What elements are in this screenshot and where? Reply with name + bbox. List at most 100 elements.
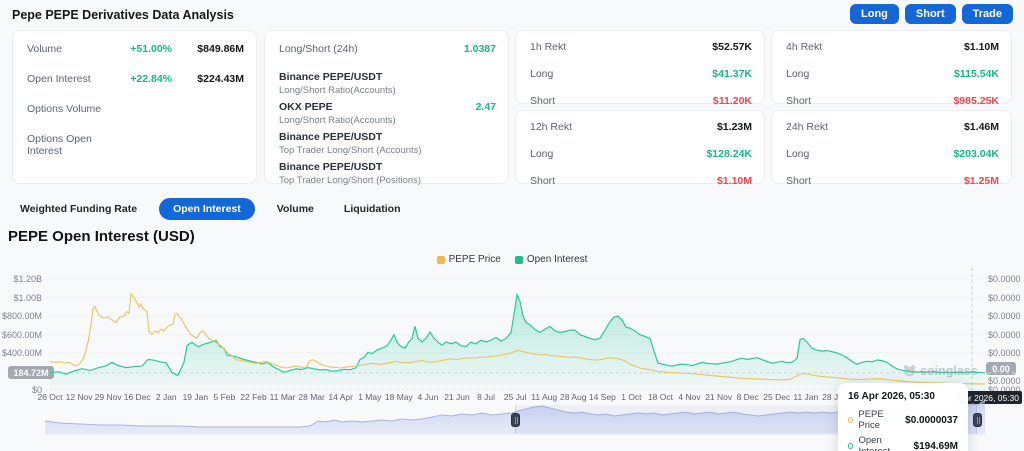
- x-axis-tick: 19 Jan: [182, 392, 209, 402]
- volume-stats-card: Volume +51.00% $849.86M Open Interest +22.84…: [12, 30, 257, 184]
- x-axis-tick: 18 Oct: [647, 392, 673, 402]
- ratio-labels: Binance PEPE/USDT Top Trader Long/Short (…: [279, 161, 421, 187]
- rekt-total-value: $1.23M: [716, 121, 752, 133]
- rekt-row: Long $41.37K: [530, 68, 752, 80]
- stat-value: $224.43M: [197, 73, 244, 85]
- ratio-labels: Long/Short (24h): [279, 43, 358, 55]
- rekt-total-value: $1.46M: [963, 121, 999, 133]
- legend-item-pepe-price[interactable]: PEPE Price: [436, 254, 501, 265]
- rekt-short-value: $1.10M: [716, 175, 752, 187]
- ratio-subtitle: Long/Short Ratio(Accounts): [279, 115, 396, 126]
- x-axis-tick: 1 Oct: [621, 392, 642, 402]
- x-axis-tick: 14 Sep: [588, 392, 616, 402]
- page-title: Pepe PEPE Derivatives Data Analysis: [12, 8, 234, 22]
- tooltip-series-value: $0.0000037: [905, 414, 958, 426]
- x-axis-tick: 4 Nov: [678, 392, 701, 402]
- tooltip-series-label: PEPE Price: [858, 409, 884, 431]
- stat-value: $849.86M: [197, 43, 244, 55]
- chart-tabs: Weighted Funding Rate Open Interest Volume…: [12, 198, 408, 220]
- tab-liquidation[interactable]: Liquidation: [343, 203, 401, 215]
- x-axis-tick: 1 May: [358, 392, 382, 402]
- long-button[interactable]: Long: [850, 4, 899, 24]
- right-axis-tick: $0.0000: [988, 274, 1021, 284]
- rekt-row: 1h Rekt $52.57K: [530, 41, 752, 53]
- ratio-title: Long/Short (24h): [279, 43, 358, 55]
- rekt-long-label: Long: [786, 68, 810, 80]
- x-axis-tick: 26 Oct: [37, 392, 63, 402]
- rekt-short-value: $11.20K: [712, 95, 752, 107]
- rekt-long-value: $41.37K: [712, 68, 752, 80]
- stat-change: +22.84%: [130, 73, 172, 85]
- left-axis-tick: $1.20B: [13, 274, 42, 284]
- tab-volume[interactable]: Volume: [276, 203, 314, 215]
- ratio-labels: Binance PEPE/USDT Top Trader Long/Short (…: [279, 131, 422, 157]
- x-axis-tick: 18 May: [384, 392, 413, 402]
- rekt-long-label: Long: [530, 148, 554, 160]
- rekt-card-4h: 4h Rekt $1.10M Long $115.54K Short $985.25K: [771, 30, 1012, 107]
- ratio-labels: OKX PEPE Long/Short Ratio(Accounts): [279, 101, 396, 127]
- stat-row: Volume +51.00% $849.86M: [27, 43, 244, 55]
- legend-item-open-interest[interactable]: Open Interest: [514, 254, 587, 265]
- right-axis-tick: $0.0000: [988, 292, 1021, 303]
- open-interest-line: [49, 292, 986, 377]
- long-short-ratio-card: Long/Short (24h) 1.0387 Binance PEPE/USDT L…: [264, 30, 509, 187]
- x-axis-tick: 12 Nov: [65, 392, 93, 402]
- ratio-labels: Binance PEPE/USDT Long/Short Ratio(Accoun…: [279, 71, 396, 97]
- stat-label: Options Volume: [27, 103, 102, 115]
- right-axis-tick: $0.0000: [988, 329, 1021, 340]
- ratio-title: Binance PEPE/USDT: [279, 161, 383, 173]
- x-axis-tick: 11 Aug: [531, 392, 558, 402]
- ratio-value: 1.0387: [463, 43, 496, 55]
- open-interest-area: [50, 294, 985, 390]
- rekt-short-label: Short: [786, 95, 812, 107]
- stat-row: Options Volume: [27, 103, 244, 115]
- trade-button[interactable]: Trade: [961, 4, 1013, 24]
- rekt-total-label: 12h Rekt: [530, 121, 573, 133]
- rekt-short-label: Short: [530, 95, 556, 107]
- x-axis-tick: 2 Jan: [155, 392, 177, 402]
- chart-tooltip: 16 Apr 2026, 05:30 PEPE Price $0.0000037 O…: [838, 383, 968, 451]
- short-button[interactable]: Short: [904, 4, 956, 24]
- ratio-row: Long/Short (24h) 1.0387: [279, 43, 496, 55]
- rekt-total-label: 4h Rekt: [786, 41, 823, 53]
- rekt-card-24h: 24h Rekt $1.46M Long $203.04K Short $1.25M: [771, 110, 1012, 187]
- x-axis-tick: 25 Dec: [763, 392, 791, 402]
- left-axis-tick: $0: [31, 385, 42, 395]
- stat-row: Open Interest +22.84% $224.43M: [27, 73, 244, 85]
- rekt-card-12h: 12h Rekt $1.23M Long $128.24K Short $1.10M: [515, 110, 765, 187]
- left-axis-tick: $400.00M: [2, 348, 43, 358]
- tab-weighted-funding-rate[interactable]: Weighted Funding Rate: [20, 203, 138, 215]
- right-axis-tick: $0.0000: [988, 385, 1021, 395]
- stat-label: Options Open Interest: [27, 133, 92, 157]
- ratio-title: OKX PEPE: [279, 101, 333, 113]
- rekt-long-label: Long: [530, 68, 554, 80]
- navigator-right-handle[interactable]: [973, 413, 982, 427]
- rekt-row: Short $11.20K: [530, 95, 752, 107]
- x-axis-tick: 25 Jul: [503, 392, 527, 402]
- ratio-row: OKX PEPE Long/Short Ratio(Accounts) 2.47: [279, 101, 496, 127]
- right-axis-tick: $0.0000: [988, 311, 1021, 321]
- tab-open-interest[interactable]: Open Interest: [159, 198, 255, 220]
- rekt-row: 24h Rekt $1.46M: [786, 121, 999, 133]
- x-axis-tick: 16 Dec: [123, 392, 151, 402]
- rekt-short-value: $1.25M: [963, 175, 999, 187]
- rekt-long-value: $115.54K: [954, 68, 999, 80]
- rekt-row: Long $203.04K: [786, 148, 999, 160]
- navigator-left-handle[interactable]: [511, 413, 520, 427]
- ratio-title: Binance PEPE/USDT: [279, 71, 383, 83]
- x-axis-tick: 11 Jan: [793, 392, 819, 402]
- rekt-row: Short $1.10M: [530, 175, 752, 187]
- tooltip-row: PEPE Price $0.0000037: [848, 409, 958, 431]
- x-axis-tick: 8 Jul: [477, 392, 496, 402]
- x-axis-tick: 28 Mar: [298, 392, 325, 402]
- coinglass-watermark: coinglass: [902, 363, 978, 378]
- rekt-total-label: 1h Rekt: [530, 41, 567, 53]
- x-axis-tick: 21 Nov: [705, 392, 733, 402]
- rekt-row: 12h Rekt $1.23M: [530, 121, 752, 133]
- rekt-short-value: $985.25K: [953, 95, 999, 107]
- rekt-card-1h: 1h Rekt $52.57K Long $41.37K Short $11.20K: [515, 30, 765, 107]
- chart-legend: PEPE Price Open Interest: [0, 254, 1024, 265]
- x-axis-tick: 29 Nov: [94, 392, 122, 402]
- tooltip-series-value: $194.69M: [913, 440, 958, 451]
- current-price-badge: 0.00: [986, 362, 1016, 375]
